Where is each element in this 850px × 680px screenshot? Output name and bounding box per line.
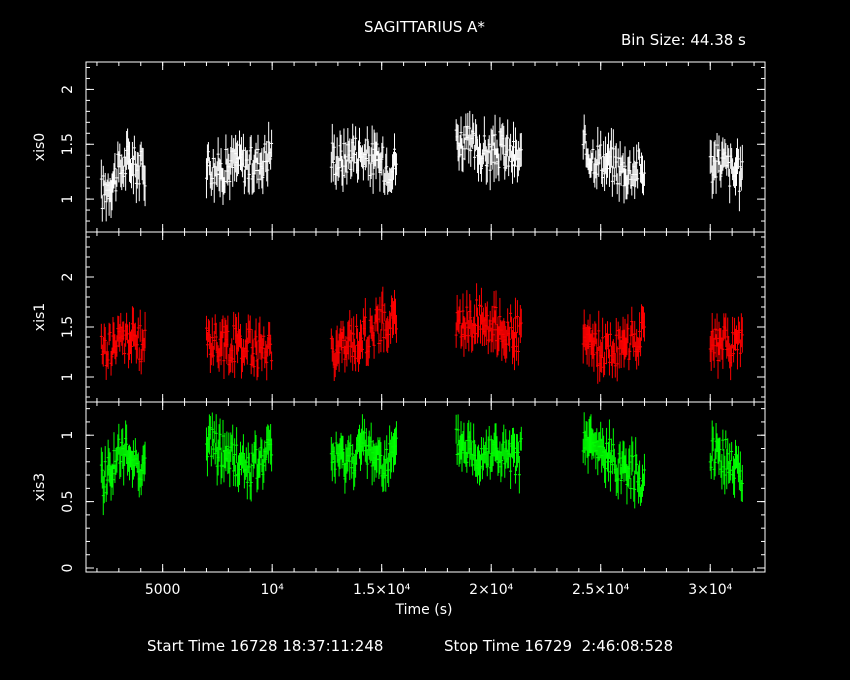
y-tick-label-xis1: 2: [60, 273, 76, 282]
data-segment-xis3: [581, 412, 646, 509]
y-tick-label-xis0: 1: [60, 195, 76, 204]
y-tick-label-xis0: 2: [60, 85, 76, 94]
panels-group: 1 1.5 2 xis0 1 1.5 2 xis1 0 0.5 1 xis3 5000 10⁴ 1.5×10…: [32, 61, 766, 598]
data-segment-xis0: [204, 121, 274, 205]
stop-time-label: Stop Time 16729 2:46:08:528: [444, 637, 674, 655]
x-tick-labels: 5000 10⁴ 1.5×10⁴ 2×10⁴ 2.5×10⁴ 3×10⁴: [145, 582, 733, 598]
data-segment-xis1: [329, 286, 398, 382]
data-segment-xis3: [454, 414, 523, 494]
y-axis-label-xis1: xis1: [32, 303, 48, 331]
data-segment-xis0: [329, 123, 398, 195]
x-tick-label: 5000: [145, 582, 181, 598]
data-segment-xis1: [708, 312, 744, 381]
panel-frame-xis0: [85, 61, 766, 233]
data-segment-xis0: [99, 128, 147, 222]
data-segment-xis1: [581, 304, 646, 384]
x-tick-label: 2.5×10⁴: [572, 582, 630, 598]
y-tick-label-xis3: 1: [60, 431, 76, 440]
x-tick-label: 3×10⁴: [688, 582, 732, 598]
y-axis-label-xis0: xis0: [32, 133, 48, 161]
x-tick-label: 1.5×10⁴: [353, 582, 411, 598]
data-segment-xis3: [99, 420, 147, 516]
panel-xis0: 1 1.5 2 xis0: [32, 61, 766, 233]
data-segment-xis0: [581, 114, 646, 204]
y-tick-label-xis1: 1.5: [60, 316, 76, 338]
data-segment-xis3: [329, 414, 398, 494]
data-segment-xis1: [454, 283, 523, 371]
y-tick-label-xis3: 0: [60, 564, 76, 573]
data-segment-xis3: [204, 412, 274, 502]
panel-frame-xis3: [85, 401, 766, 573]
bin-size-label: Bin Size: 44.38 s: [621, 31, 746, 49]
start-time-label: Start Time 16728 18:37:11:248: [147, 637, 384, 655]
data-segment-xis0: [454, 110, 523, 191]
panel-frame-xis1: [85, 231, 766, 403]
data-segment-xis3: [708, 420, 744, 503]
chart-title: SAGITTARIUS A*: [364, 18, 485, 36]
panel-xis3: 0 0.5 1 xis3: [32, 401, 766, 573]
x-tick-label: 10⁴: [260, 582, 284, 598]
x-tick-label: 2×10⁴: [469, 582, 513, 598]
y-tick-label-xis3: 0.5: [60, 490, 76, 512]
x-axis-label: Time (s): [395, 602, 453, 618]
panel-xis1: 1 1.5 2 xis1: [32, 231, 766, 403]
y-tick-label-xis0: 1.5: [60, 133, 76, 155]
data-segment-xis0: [708, 133, 744, 212]
y-tick-label-xis1: 1: [60, 373, 76, 382]
data-segment-xis1: [204, 311, 274, 381]
y-axis-label-xis3: xis3: [32, 473, 48, 501]
data-segment-xis1: [99, 306, 147, 380]
